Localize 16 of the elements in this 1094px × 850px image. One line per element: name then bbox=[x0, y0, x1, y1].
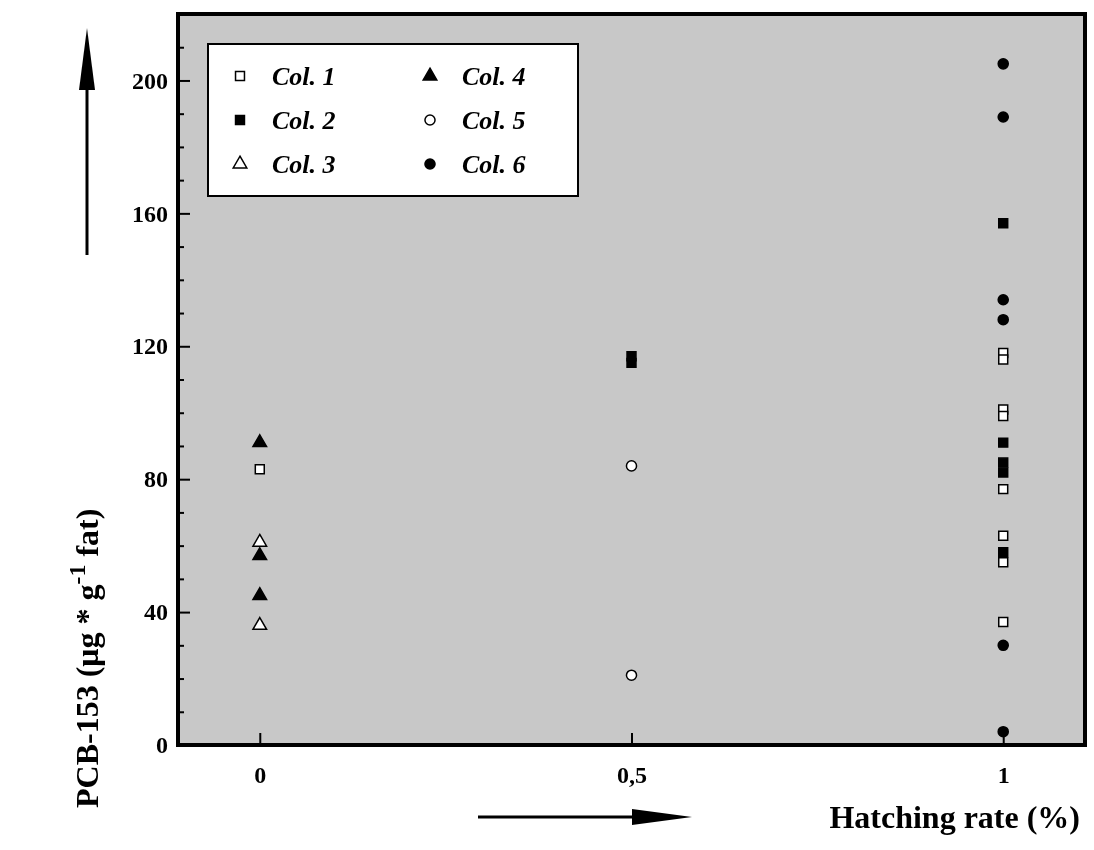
y-tick-label: 160 bbox=[132, 200, 168, 227]
y-tick-label: 200 bbox=[132, 67, 168, 94]
legend-label: Col. 6 bbox=[462, 150, 526, 179]
legend-label: Col. 2 bbox=[272, 106, 336, 135]
x-axis-title: Hatching rate (%) bbox=[829, 799, 1080, 835]
x-tick-label: 0,5 bbox=[617, 762, 647, 788]
x-tick-label: 0 bbox=[254, 762, 267, 788]
legend-label: Col. 5 bbox=[462, 106, 526, 135]
y-tick-label: 120 bbox=[132, 333, 168, 360]
legend-label: Col. 4 bbox=[462, 62, 526, 91]
legend-label: Col. 1 bbox=[272, 62, 336, 91]
legend-label: Col. 3 bbox=[272, 150, 336, 179]
y-tick-label: 40 bbox=[144, 599, 168, 626]
y-tick-label: 80 bbox=[144, 466, 168, 493]
y-tick-label: 0 bbox=[156, 732, 168, 759]
x-tick-label: 1 bbox=[997, 762, 1010, 788]
